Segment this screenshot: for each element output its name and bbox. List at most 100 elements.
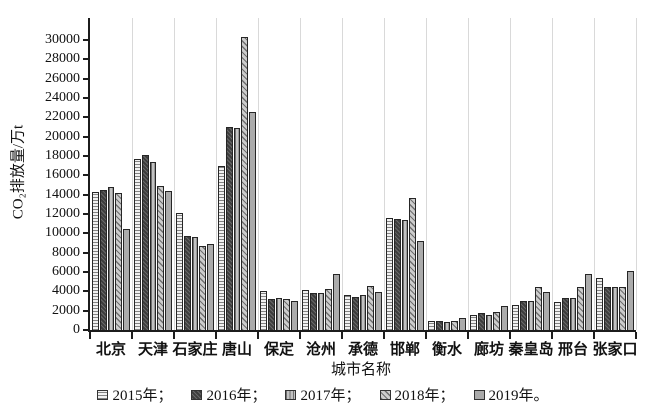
x-axis-tick <box>173 332 175 339</box>
legend-label: 2018年； <box>394 388 455 404</box>
y-axis-tick <box>83 58 90 61</box>
bar-天津-2017年 <box>149 161 157 330</box>
bar-北京-2019年 <box>122 229 130 330</box>
x-axis-tick <box>383 332 385 339</box>
bar-张家口-2015年 <box>596 277 604 330</box>
x-category-label: 保定 <box>263 342 294 358</box>
bar-衡水-2018年 <box>451 321 458 330</box>
legend-label: 2019年。 <box>488 388 549 404</box>
y-tick-label: 8000 <box>52 244 80 260</box>
bar-邢台-2018年 <box>577 286 584 330</box>
y-axis-tick <box>83 329 90 331</box>
bar-廊坊-2017年 <box>485 314 493 330</box>
x-axis-tick <box>509 332 511 339</box>
y-tick-label: 30000 <box>45 32 80 48</box>
gridline <box>341 18 343 330</box>
bar-承德-2016年 <box>352 297 359 330</box>
y-axis-tick <box>83 77 90 80</box>
bar-廊坊-2018年 <box>493 311 500 330</box>
gridline <box>509 18 511 330</box>
bar-邢台-2019年 <box>584 273 592 330</box>
y-axis-tick <box>83 97 90 100</box>
x-axis-tick <box>425 332 427 339</box>
bar-秦皇岛-2016年 <box>520 300 527 330</box>
x-category-label: 北京 <box>95 342 126 358</box>
legend-item-2019年: 2019年。 <box>473 384 549 405</box>
bar-廊坊-2015年 <box>470 314 478 330</box>
x-axis-tick <box>131 332 133 339</box>
bar-唐山-2019年 <box>248 111 256 330</box>
bar-保定-2018年 <box>283 299 290 330</box>
y-axis-tick <box>83 116 90 119</box>
gridline <box>131 18 133 330</box>
y-axis-tick <box>83 155 90 158</box>
x-category-label: 邢台 <box>557 342 588 358</box>
bar-邢台-2016年 <box>562 298 569 330</box>
bar-承德-2018年 <box>367 285 374 330</box>
bar-石家庄-2017年 <box>191 237 199 330</box>
bar-邯郸-2017年 <box>401 219 409 330</box>
y-tick-label: 24000 <box>45 90 80 106</box>
bar-天津-2016年 <box>142 155 149 330</box>
legend-item-2015年: 2015年； <box>97 384 172 405</box>
y-tick-label: 18000 <box>45 148 80 164</box>
x-category-label: 秦皇岛 <box>508 342 554 358</box>
legend-item-2016年: 2016年； <box>191 384 266 405</box>
bar-石家庄-2015年 <box>176 213 184 330</box>
bar-秦皇岛-2017年 <box>527 301 535 330</box>
bar-邯郸-2016年 <box>394 218 401 330</box>
bar-北京-2018年 <box>115 192 122 330</box>
bar-石家庄-2018年 <box>199 245 206 330</box>
legend-swatch-dark-speckled <box>191 389 203 400</box>
x-axis-tick <box>89 332 91 339</box>
bar-北京-2015年 <box>92 191 100 330</box>
bar-张家口-2016年 <box>604 286 611 330</box>
x-category-label: 承德 <box>347 342 378 358</box>
x-category-label: 沧州 <box>305 342 336 358</box>
y-axis-tick <box>83 290 90 293</box>
gridline <box>635 18 637 330</box>
legend-swatch-solid-gray <box>473 389 485 400</box>
x-axis-tick <box>215 332 217 339</box>
x-category-label: 天津 <box>137 342 168 358</box>
legend-item-2017年: 2017年； <box>285 384 361 405</box>
gridline <box>173 18 175 330</box>
bar-衡水-2015年 <box>428 320 436 330</box>
legend-label: 2015年； <box>112 388 173 404</box>
bar-沧州-2017年 <box>317 293 325 330</box>
y-axis-tick <box>83 213 90 216</box>
legend-swatch-diagonal-hatch <box>379 389 391 400</box>
bar-沧州-2015年 <box>302 290 310 330</box>
gridline <box>257 18 259 330</box>
bar-沧州-2018年 <box>325 289 332 330</box>
y-tick-label: 0 <box>73 322 80 337</box>
y-axis-tick <box>83 271 90 273</box>
y-tick-label: 14000 <box>45 186 80 202</box>
y-tick-label: 10000 <box>45 225 80 241</box>
gridline <box>215 18 217 330</box>
x-axis-tick <box>257 332 259 339</box>
bar-唐山-2016年 <box>226 127 233 330</box>
bar-唐山-2018年 <box>241 37 248 330</box>
bar-张家口-2018年 <box>619 286 626 330</box>
bar-石家庄-2016年 <box>184 236 191 330</box>
bar-秦皇岛-2015年 <box>512 304 520 330</box>
bar-保定-2015年 <box>260 291 268 330</box>
bar-保定-2017年 <box>275 298 283 330</box>
x-axis-tick <box>635 332 637 339</box>
bar-张家口-2017年 <box>611 286 619 330</box>
bar-廊坊-2019年 <box>500 306 508 330</box>
bar-北京-2017年 <box>107 186 115 330</box>
bar-北京-2016年 <box>100 189 107 330</box>
bar-秦皇岛-2018年 <box>535 286 542 330</box>
legend: 2015年； 2016年； 2017年； 2018年； 2019年。 <box>0 384 646 405</box>
y-tick-label: 22000 <box>45 109 80 125</box>
x-axis-tick <box>467 332 469 339</box>
bar-保定-2019年 <box>290 301 298 330</box>
gridline <box>551 18 553 330</box>
y-axis-tick <box>83 232 90 235</box>
x-category-label: 张家口 <box>592 342 638 358</box>
bar-沧州-2016年 <box>310 293 317 330</box>
y-tick-label: 12000 <box>45 206 80 222</box>
